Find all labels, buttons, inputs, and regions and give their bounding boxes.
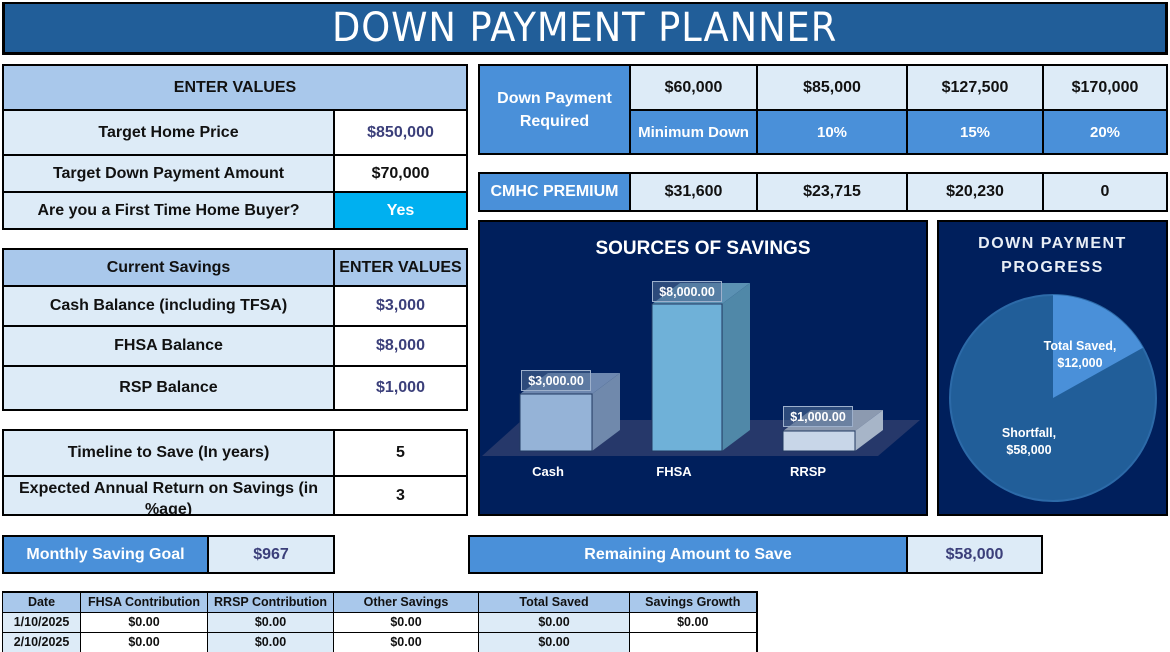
fhsa-balance-label: FHSA Balance	[2, 325, 335, 367]
remaining-amount-label: Remaining Amount to Save	[468, 535, 908, 574]
target-down-payment-value[interactable]: $70,000	[333, 154, 468, 193]
table-header-row: Date FHSA Contribution RRSP Contribution…	[2, 591, 758, 613]
first-time-buyer-label: Are you a First Time Home Buyer?	[2, 191, 335, 230]
current-savings-enter-values-header: ENTER VALUES	[333, 248, 468, 287]
cmhc-premium-15: $20,230	[906, 172, 1044, 212]
expected-return-label: Expected Annual Return on Savings (in %a…	[2, 475, 335, 516]
col-date: Date	[2, 591, 81, 613]
col-fhsa-contribution: FHSA Contribution	[80, 591, 208, 613]
tier-20: 20%	[1042, 109, 1168, 155]
cash-data-label: $3,000.00	[521, 370, 591, 391]
expected-return-input[interactable]: 3	[333, 475, 468, 516]
down-payment-amount-20: $170,000	[1042, 64, 1168, 111]
cash-balance-input[interactable]: $3,000	[333, 285, 468, 327]
remaining-amount-value: $58,000	[906, 535, 1043, 574]
cell-total: $0.00	[478, 611, 630, 633]
cmhc-premium-minimum: $31,600	[629, 172, 758, 212]
col-savings-growth: Savings Growth	[629, 591, 758, 613]
target-home-price-label: Target Home Price	[2, 109, 335, 156]
enter-values-header: ENTER VALUES	[2, 64, 468, 111]
tier-minimum: Minimum Down	[629, 109, 758, 155]
cell-rrsp[interactable]: $0.00	[207, 611, 334, 633]
col-total-saved: Total Saved	[478, 591, 630, 613]
page-title: DOWN PAYMENT PLANNER	[332, 5, 838, 51]
down-payment-amount-minimum: $60,000	[629, 64, 758, 111]
cell-fhsa[interactable]: $0.00	[80, 611, 208, 633]
down-payment-progress-chart: DOWN PAYMENT PROGRESS Total Saved, $12,0…	[937, 220, 1168, 516]
monthly-saving-goal-label: Monthly Saving Goal	[2, 535, 209, 574]
rrsp-axis-label: RRSP	[789, 464, 827, 479]
cell-other[interactable]: $0.00	[333, 631, 479, 652]
fhsa-balance-input[interactable]: $8,000	[333, 325, 468, 367]
col-rrsp-contribution: RRSP Contribution	[207, 591, 334, 613]
cell-growth: $0.00	[629, 611, 758, 633]
rsp-balance-input[interactable]: $1,000	[333, 365, 468, 411]
cell-date[interactable]: 2/10/2025	[2, 631, 81, 652]
target-down-payment-label: Target Down Payment Amount	[2, 154, 335, 193]
timeline-label: Timeline to Save (In years)	[2, 429, 335, 477]
cell-total: $0.00	[478, 631, 630, 652]
target-home-price-input[interactable]: $850,000	[333, 109, 468, 156]
pie-chart-svg	[949, 294, 1157, 502]
cmhc-premium-10: $23,715	[756, 172, 908, 212]
cell-other[interactable]: $0.00	[333, 611, 479, 633]
contribution-log-table: Date FHSA Contribution RRSP Contribution…	[2, 591, 758, 652]
down-payment-required-label: Down Payment Required	[478, 64, 631, 155]
cell-fhsa[interactable]: $0.00	[80, 631, 208, 652]
cash-axis-label: Cash	[532, 464, 564, 479]
first-time-buyer-select[interactable]: Yes	[333, 191, 468, 230]
shortfall-slice-label: Shortfall, $58,000	[1001, 426, 1057, 457]
table-row: 2/10/2025 $0.00 $0.00 $0.00 $0.00	[2, 631, 758, 652]
total-saved-slice-label: Total Saved, $12,000	[1043, 339, 1117, 370]
cell-growth	[629, 631, 758, 652]
cash-balance-label: Cash Balance (including TFSA)	[2, 285, 335, 327]
sources-of-savings-chart: SOURCES OF SAVINGS $3,000.00 $8,000.00 $…	[478, 220, 928, 516]
col-other-savings: Other Savings	[333, 591, 479, 613]
cell-date[interactable]: 1/10/2025	[2, 611, 81, 633]
rsp-balance-label: RSP Balance	[2, 365, 335, 411]
table-row: 1/10/2025 $0.00 $0.00 $0.00 $0.00 $0.00	[2, 611, 758, 633]
down-payment-amount-10: $85,000	[756, 64, 908, 111]
current-savings-header: Current Savings	[2, 248, 335, 287]
fhsa-axis-label: FHSA	[656, 464, 692, 479]
cmhc-premium-label: CMHC PREMIUM	[478, 172, 631, 212]
pie-chart-title: DOWN PAYMENT PROGRESS	[978, 235, 1127, 276]
down-payment-amount-15: $127,500	[906, 64, 1044, 111]
bar-chart-title: SOURCES OF SAVINGS	[595, 238, 811, 259]
timeline-input[interactable]: 5	[333, 429, 468, 477]
tier-10: 10%	[756, 109, 908, 155]
rrsp-data-label: $1,000.00	[783, 406, 853, 427]
tier-15: 15%	[906, 109, 1044, 155]
fhsa-data-label: $8,000.00	[652, 281, 722, 302]
monthly-saving-goal-value: $967	[207, 535, 335, 574]
cmhc-premium-20: 0	[1042, 172, 1168, 212]
cell-rrsp[interactable]: $0.00	[207, 631, 334, 652]
title-bar: DOWN PAYMENT PLANNER	[2, 2, 1168, 55]
